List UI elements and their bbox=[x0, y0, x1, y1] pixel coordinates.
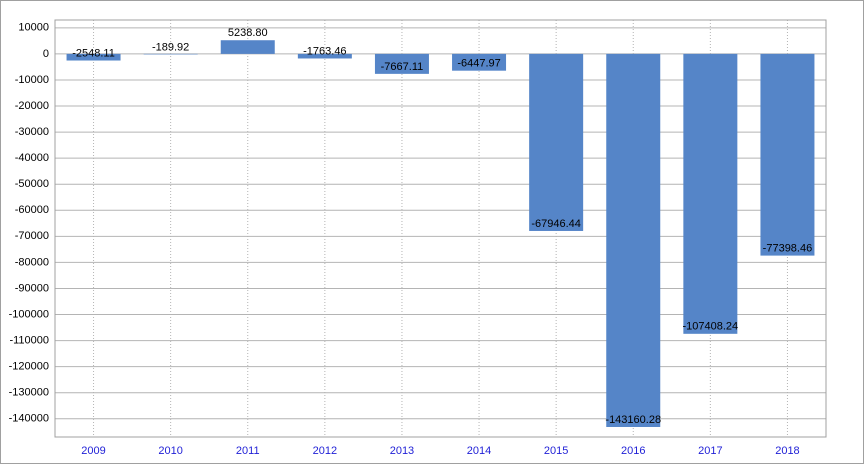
y-tick-label: -80000 bbox=[15, 256, 49, 268]
bar bbox=[760, 53, 815, 256]
y-tick-label: -20000 bbox=[15, 100, 49, 112]
data-label: -6447.97 bbox=[457, 58, 500, 70]
y-tick-label: -90000 bbox=[15, 282, 49, 294]
data-label: -143160.28 bbox=[605, 414, 661, 426]
y-tick-label: -70000 bbox=[15, 230, 49, 242]
x-tick-label: 2013 bbox=[390, 445, 414, 457]
x-tick-label: 2018 bbox=[775, 445, 799, 457]
x-tick-label: 2015 bbox=[544, 445, 568, 457]
bar bbox=[66, 53, 121, 61]
x-tick-label: 2017 bbox=[698, 445, 722, 457]
y-tick-label: -10000 bbox=[15, 74, 49, 86]
y-tick-label: -140000 bbox=[9, 413, 49, 425]
data-label: -1763.46 bbox=[303, 45, 346, 57]
data-label: -107408.24 bbox=[683, 321, 739, 333]
x-tick-label: 2011 bbox=[236, 445, 260, 457]
y-tick-label: -120000 bbox=[9, 361, 49, 373]
y-tick-label: -60000 bbox=[15, 204, 49, 216]
y-tick-label: -50000 bbox=[15, 178, 49, 190]
y-tick-label: -40000 bbox=[15, 152, 49, 164]
plot-frame bbox=[54, 19, 827, 438]
bar bbox=[683, 53, 738, 334]
y-tick-label: -130000 bbox=[9, 387, 49, 399]
bar bbox=[529, 53, 584, 231]
bar bbox=[374, 53, 429, 74]
data-label: -189.92 bbox=[152, 41, 189, 53]
data-label: -77398.46 bbox=[763, 243, 813, 255]
x-tick-label: 2012 bbox=[313, 445, 337, 457]
y-tick-label: -110000 bbox=[9, 334, 49, 346]
x-tick-label: 2016 bbox=[621, 445, 645, 457]
bar bbox=[452, 53, 507, 71]
y-tick-label: 10000 bbox=[18, 22, 49, 34]
data-label: 5238.80 bbox=[228, 27, 268, 39]
x-tick-label: 2010 bbox=[158, 445, 182, 457]
y-tick-label: 0 bbox=[43, 48, 49, 60]
data-label: -2548.11 bbox=[72, 47, 115, 59]
bar bbox=[297, 53, 352, 59]
x-tick-label: 2009 bbox=[81, 445, 105, 457]
y-tick-label: -30000 bbox=[15, 126, 49, 138]
bar bbox=[606, 53, 661, 427]
bar bbox=[220, 40, 275, 54]
y-tick-label: -100000 bbox=[9, 308, 49, 320]
x-tick-label: 2014 bbox=[467, 445, 491, 457]
data-label: -67946.44 bbox=[531, 218, 581, 230]
data-label: -7667.11 bbox=[381, 61, 424, 73]
